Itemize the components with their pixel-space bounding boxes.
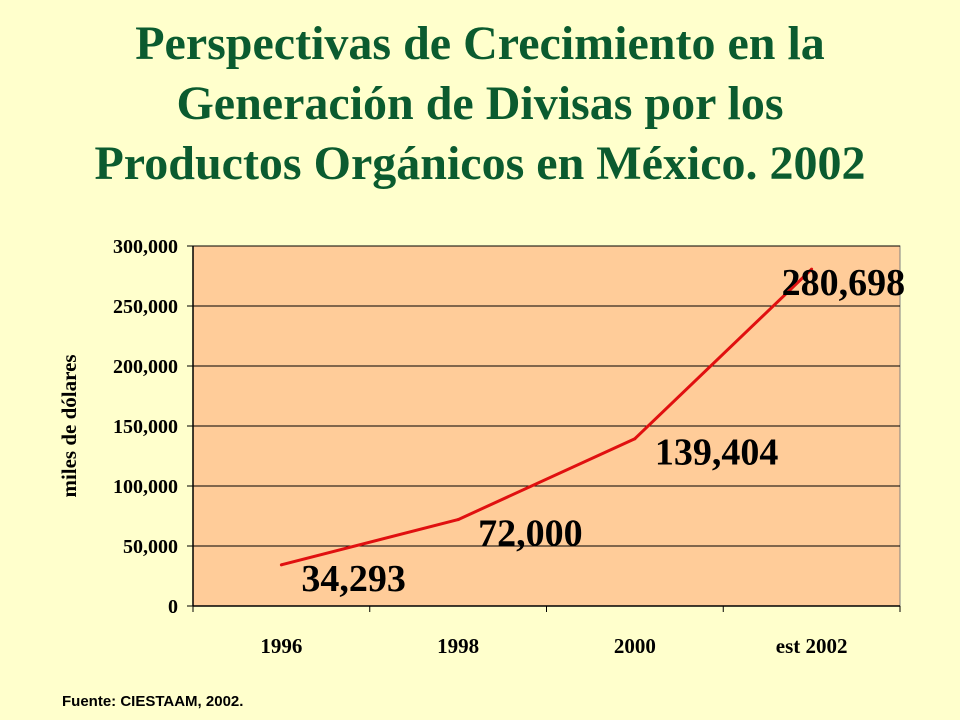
y-tick-label: 50,000 — [123, 536, 178, 558]
title-line-1: Perspectivas de Crecimiento en la — [135, 17, 825, 70]
series-line — [281, 268, 813, 567]
data-point — [456, 518, 460, 522]
x-tick-label: 1998 — [437, 634, 479, 658]
x-tick-label: 1996 — [260, 634, 302, 658]
y-tick-label: 300,000 — [113, 236, 178, 258]
y-axis-label: miles de dólares — [57, 354, 81, 497]
y-tick-label: 200,000 — [113, 356, 178, 378]
data-label: 72,000 — [478, 513, 583, 555]
y-tick-label: 250,000 — [113, 296, 178, 318]
source-note: Fuente: CIESTAAM, 2002. — [62, 693, 244, 710]
x-tick-label: 2000 — [614, 634, 656, 658]
data-point — [633, 437, 637, 441]
data-label: 139,404 — [655, 432, 779, 474]
y-tick-label: 150,000 — [113, 416, 178, 438]
title-line-3: Productos Orgánicos en México. 2002 — [94, 137, 866, 190]
data-point — [279, 563, 283, 567]
title-line-2: Generación de Divisas por los — [176, 77, 784, 130]
data-label: 34,293 — [301, 558, 406, 600]
y-tick-label: 0 — [168, 596, 178, 618]
chart-title: Perspectivas de Crecimiento en la Genera… — [20, 14, 940, 194]
data-label: 280,698 — [782, 262, 906, 304]
data-point — [810, 267, 814, 271]
y-tick-label: 100,000 — [113, 476, 178, 498]
x-tick-label: est 2002 — [776, 634, 848, 658]
